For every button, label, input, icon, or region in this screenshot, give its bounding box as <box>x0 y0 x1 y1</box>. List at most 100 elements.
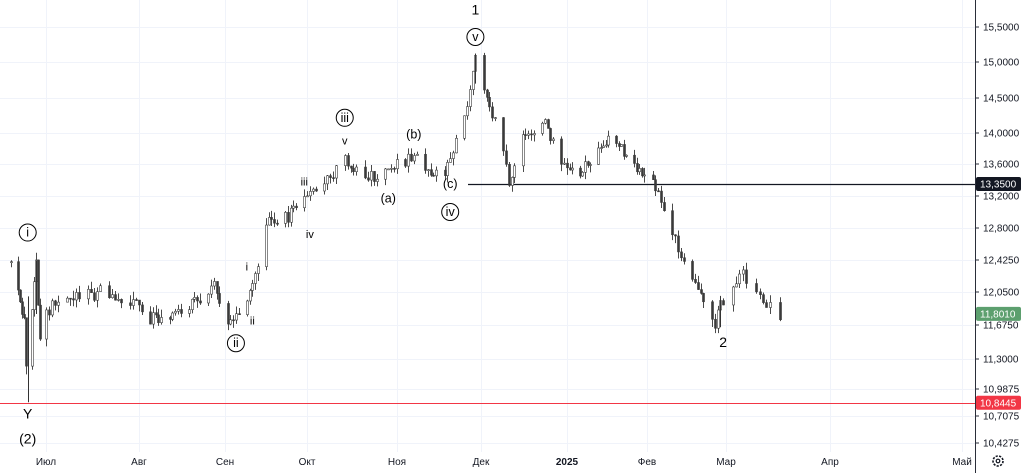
candle <box>160 309 163 325</box>
candle <box>367 171 370 182</box>
candle <box>135 297 138 301</box>
candle <box>306 191 309 198</box>
candle <box>738 269 741 288</box>
wave-label[interactable]: 2 <box>719 334 727 350</box>
candle <box>427 169 430 177</box>
candle <box>69 297 72 306</box>
candle <box>111 288 114 299</box>
wave-label-text: (a) <box>381 191 396 205</box>
candle <box>560 136 563 172</box>
candle <box>769 295 772 315</box>
low-level-tag: 10,8445 <box>976 395 1021 410</box>
wave-label-text: iii <box>301 177 308 189</box>
candle <box>238 308 241 315</box>
candle <box>452 150 455 166</box>
candle <box>677 230 680 259</box>
wave-label[interactable]: 1 <box>472 1 480 17</box>
candle <box>254 271 257 290</box>
candle <box>216 281 219 300</box>
candle <box>232 315 235 328</box>
candle <box>114 291 117 301</box>
svg-text:10,8445: 10,8445 <box>980 398 1017 409</box>
candle <box>332 171 335 182</box>
candle <box>129 295 132 310</box>
y-tick-label: 10,7075 <box>983 412 1020 423</box>
candle <box>152 307 155 329</box>
candlestick-series <box>10 52 782 403</box>
wave-label-text: ii <box>250 316 255 328</box>
candle <box>491 102 494 122</box>
candle <box>246 299 249 317</box>
wave-label[interactable]: iii <box>335 108 354 127</box>
wave-label-circle <box>335 108 354 127</box>
y-tick-label: 10,9875 <box>983 385 1020 396</box>
candle <box>199 293 202 305</box>
wave-label[interactable]: i <box>18 223 37 242</box>
wave-label[interactable]: iii <box>301 177 308 189</box>
price-axis[interactable]: 15,5000 15,0000 14,5000 14,0000 13,6000 13,20… <box>975 23 1020 450</box>
candle <box>513 163 516 183</box>
candle <box>257 263 260 281</box>
y-tick-label: 13,2000 <box>983 192 1020 203</box>
candle <box>680 248 683 262</box>
wave-label[interactable]: Y <box>23 406 33 422</box>
horizontal-levels <box>0 183 975 404</box>
wave-label[interactable]: v <box>466 28 485 46</box>
candle <box>227 300 230 331</box>
candle <box>315 186 318 192</box>
candle <box>663 196 666 212</box>
candle <box>416 151 419 156</box>
candle <box>623 139 626 160</box>
chart-settings-button[interactable] <box>992 455 1004 467</box>
wave-label[interactable]: v <box>342 136 348 148</box>
wave-label-text: iii <box>341 111 349 125</box>
gear-icon <box>992 455 1004 467</box>
y-tick-label: 10,4275 <box>983 439 1020 450</box>
wave-label[interactable]: iv <box>441 203 460 221</box>
candle <box>488 92 491 112</box>
candle <box>641 167 644 178</box>
wave-label[interactable]: (a) <box>381 191 396 205</box>
candle <box>671 203 674 241</box>
x-tick-label: Окт <box>299 457 316 468</box>
wave-label[interactable]: (2) <box>19 431 36 447</box>
candle <box>449 152 452 163</box>
y-tick-label: 14,0000 <box>983 129 1020 140</box>
candle <box>295 203 298 211</box>
x-tick-label: Фев <box>638 457 656 468</box>
wave-label[interactable]: ii <box>226 334 245 353</box>
candle <box>335 165 338 184</box>
candle <box>149 306 152 325</box>
wave-label[interactable]: (b) <box>406 127 421 141</box>
time-axis[interactable]: Июл Авг Сен Окт Ноя Дек 2025 Фев Мар Апр Май <box>36 457 972 468</box>
candle <box>384 167 387 186</box>
candle <box>607 130 610 148</box>
candle <box>446 159 449 183</box>
candle <box>207 293 210 306</box>
y-tick-label: 14,5000 <box>983 94 1020 105</box>
candle <box>674 234 677 244</box>
price-axis-tags: 13,3500 10,8445 11,8010 <box>976 177 1021 410</box>
wave-label[interactable]: (c) <box>443 177 458 191</box>
candle <box>96 287 99 308</box>
candle <box>494 116 497 122</box>
candle <box>660 185 663 208</box>
candle <box>435 166 438 182</box>
candle <box>597 141 600 166</box>
candle <box>66 296 69 303</box>
x-tick-label: Мар <box>716 457 736 468</box>
wave-label[interactable]: iv <box>306 229 314 241</box>
candle <box>303 189 306 212</box>
candle <box>589 162 592 173</box>
candle <box>602 140 605 148</box>
candle <box>657 187 660 193</box>
candle <box>755 278 758 294</box>
candle <box>290 204 293 227</box>
wave-label[interactable]: i <box>246 262 248 274</box>
candle <box>171 311 174 322</box>
wave-label-text: ii <box>233 336 239 350</box>
candle <box>10 260 13 268</box>
candle <box>469 85 472 112</box>
wave-label[interactable]: ii <box>250 316 255 328</box>
